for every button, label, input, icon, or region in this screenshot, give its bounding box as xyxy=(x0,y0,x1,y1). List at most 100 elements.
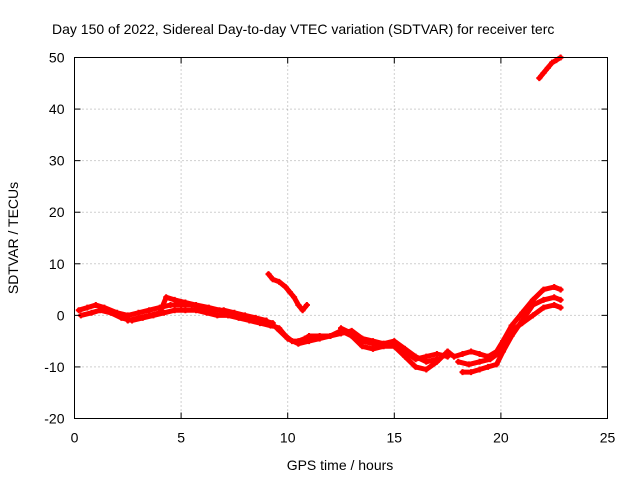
data-point xyxy=(401,353,408,360)
data-point xyxy=(107,309,114,316)
data-point xyxy=(455,358,462,365)
data-point xyxy=(433,351,440,358)
y-tick-label: 0 xyxy=(57,307,65,323)
data-point xyxy=(203,309,210,316)
data-point xyxy=(412,353,419,360)
x-tick-labels: 0 5 10 15 20 25 xyxy=(71,430,616,446)
data-point xyxy=(557,296,564,303)
y-tick-label: 10 xyxy=(49,256,65,272)
data-point xyxy=(468,348,475,355)
data-point xyxy=(391,343,398,350)
data-point xyxy=(146,312,153,319)
data-point xyxy=(519,320,526,327)
x-axis-title: GPS time / hours xyxy=(287,457,394,473)
data-point xyxy=(306,338,313,345)
data-point xyxy=(529,296,536,303)
series-track xyxy=(455,302,564,367)
data-point xyxy=(269,276,276,283)
data-point xyxy=(359,338,366,345)
data-point xyxy=(529,302,536,309)
chart-title: Day 150 of 2022, Sidereal Day-to-day VTE… xyxy=(52,21,554,37)
data-point xyxy=(476,366,483,373)
data-point xyxy=(97,307,104,314)
data-point xyxy=(553,57,560,64)
data-point xyxy=(551,294,558,301)
data-point xyxy=(163,294,170,301)
y-tick-label: -10 xyxy=(44,359,64,375)
data-point xyxy=(282,283,289,290)
data-point xyxy=(519,309,526,316)
data-point xyxy=(291,294,298,301)
data-point xyxy=(135,314,142,321)
y-axis-title: SDTVAR / TECUs xyxy=(5,182,21,294)
data-point xyxy=(544,64,551,71)
data-point xyxy=(295,340,302,347)
data-point xyxy=(433,356,440,363)
grid-lines xyxy=(74,57,608,419)
data-point xyxy=(92,302,99,309)
series-track-7 xyxy=(265,271,310,314)
data-point xyxy=(216,307,223,314)
y-tick-labels: -20 -10 0 10 20 30 40 50 xyxy=(44,50,64,427)
data-point xyxy=(88,309,95,316)
y-tick-label: 20 xyxy=(49,204,65,220)
y-tick-label: 50 xyxy=(49,50,65,66)
data-point xyxy=(557,286,564,293)
x-tick-label: 0 xyxy=(71,430,79,446)
data-point xyxy=(412,363,419,370)
data-point xyxy=(167,302,174,309)
data-point xyxy=(214,312,221,319)
data-point xyxy=(306,332,313,339)
plot-frame xyxy=(74,57,608,419)
data-point xyxy=(193,307,200,314)
axis-ticks xyxy=(74,57,608,419)
data-point xyxy=(468,369,475,376)
data-point xyxy=(286,289,293,296)
data-point xyxy=(348,330,355,337)
series-track-6 xyxy=(338,325,440,365)
data-point xyxy=(303,302,310,309)
data-point xyxy=(263,320,270,327)
data-point xyxy=(450,353,457,360)
data-point xyxy=(205,304,212,311)
data-point xyxy=(359,343,366,350)
data-point xyxy=(423,366,430,373)
data-point xyxy=(156,309,163,316)
data-point xyxy=(146,307,153,314)
data-point xyxy=(274,325,281,332)
data-point xyxy=(124,317,131,324)
data-point xyxy=(75,307,82,314)
data-point xyxy=(540,69,547,76)
data-point xyxy=(380,340,387,347)
data-point xyxy=(465,361,472,368)
series-track xyxy=(338,325,440,365)
data-point xyxy=(135,309,142,316)
data-point xyxy=(118,314,125,321)
data-point xyxy=(327,332,334,339)
data-point xyxy=(459,351,466,358)
data-point xyxy=(237,312,244,319)
series-track-10 xyxy=(455,302,564,368)
data-point xyxy=(485,363,492,370)
data-point xyxy=(540,296,547,303)
y-tick-label: 40 xyxy=(49,101,65,117)
data-point xyxy=(476,358,483,365)
data-point xyxy=(265,271,272,278)
data-point xyxy=(423,358,430,365)
data-point xyxy=(476,351,483,358)
data-point xyxy=(316,335,323,342)
data-point xyxy=(444,348,451,355)
data-point xyxy=(459,369,466,376)
data-point xyxy=(551,302,558,309)
data-point xyxy=(423,353,430,360)
data-point xyxy=(284,335,291,342)
x-tick-label: 15 xyxy=(387,430,403,446)
data-point xyxy=(551,283,558,290)
data-point xyxy=(391,338,398,345)
data-point xyxy=(487,356,494,363)
data-point xyxy=(84,304,91,311)
data-point xyxy=(193,302,200,309)
y-tick-label: 30 xyxy=(49,153,65,169)
